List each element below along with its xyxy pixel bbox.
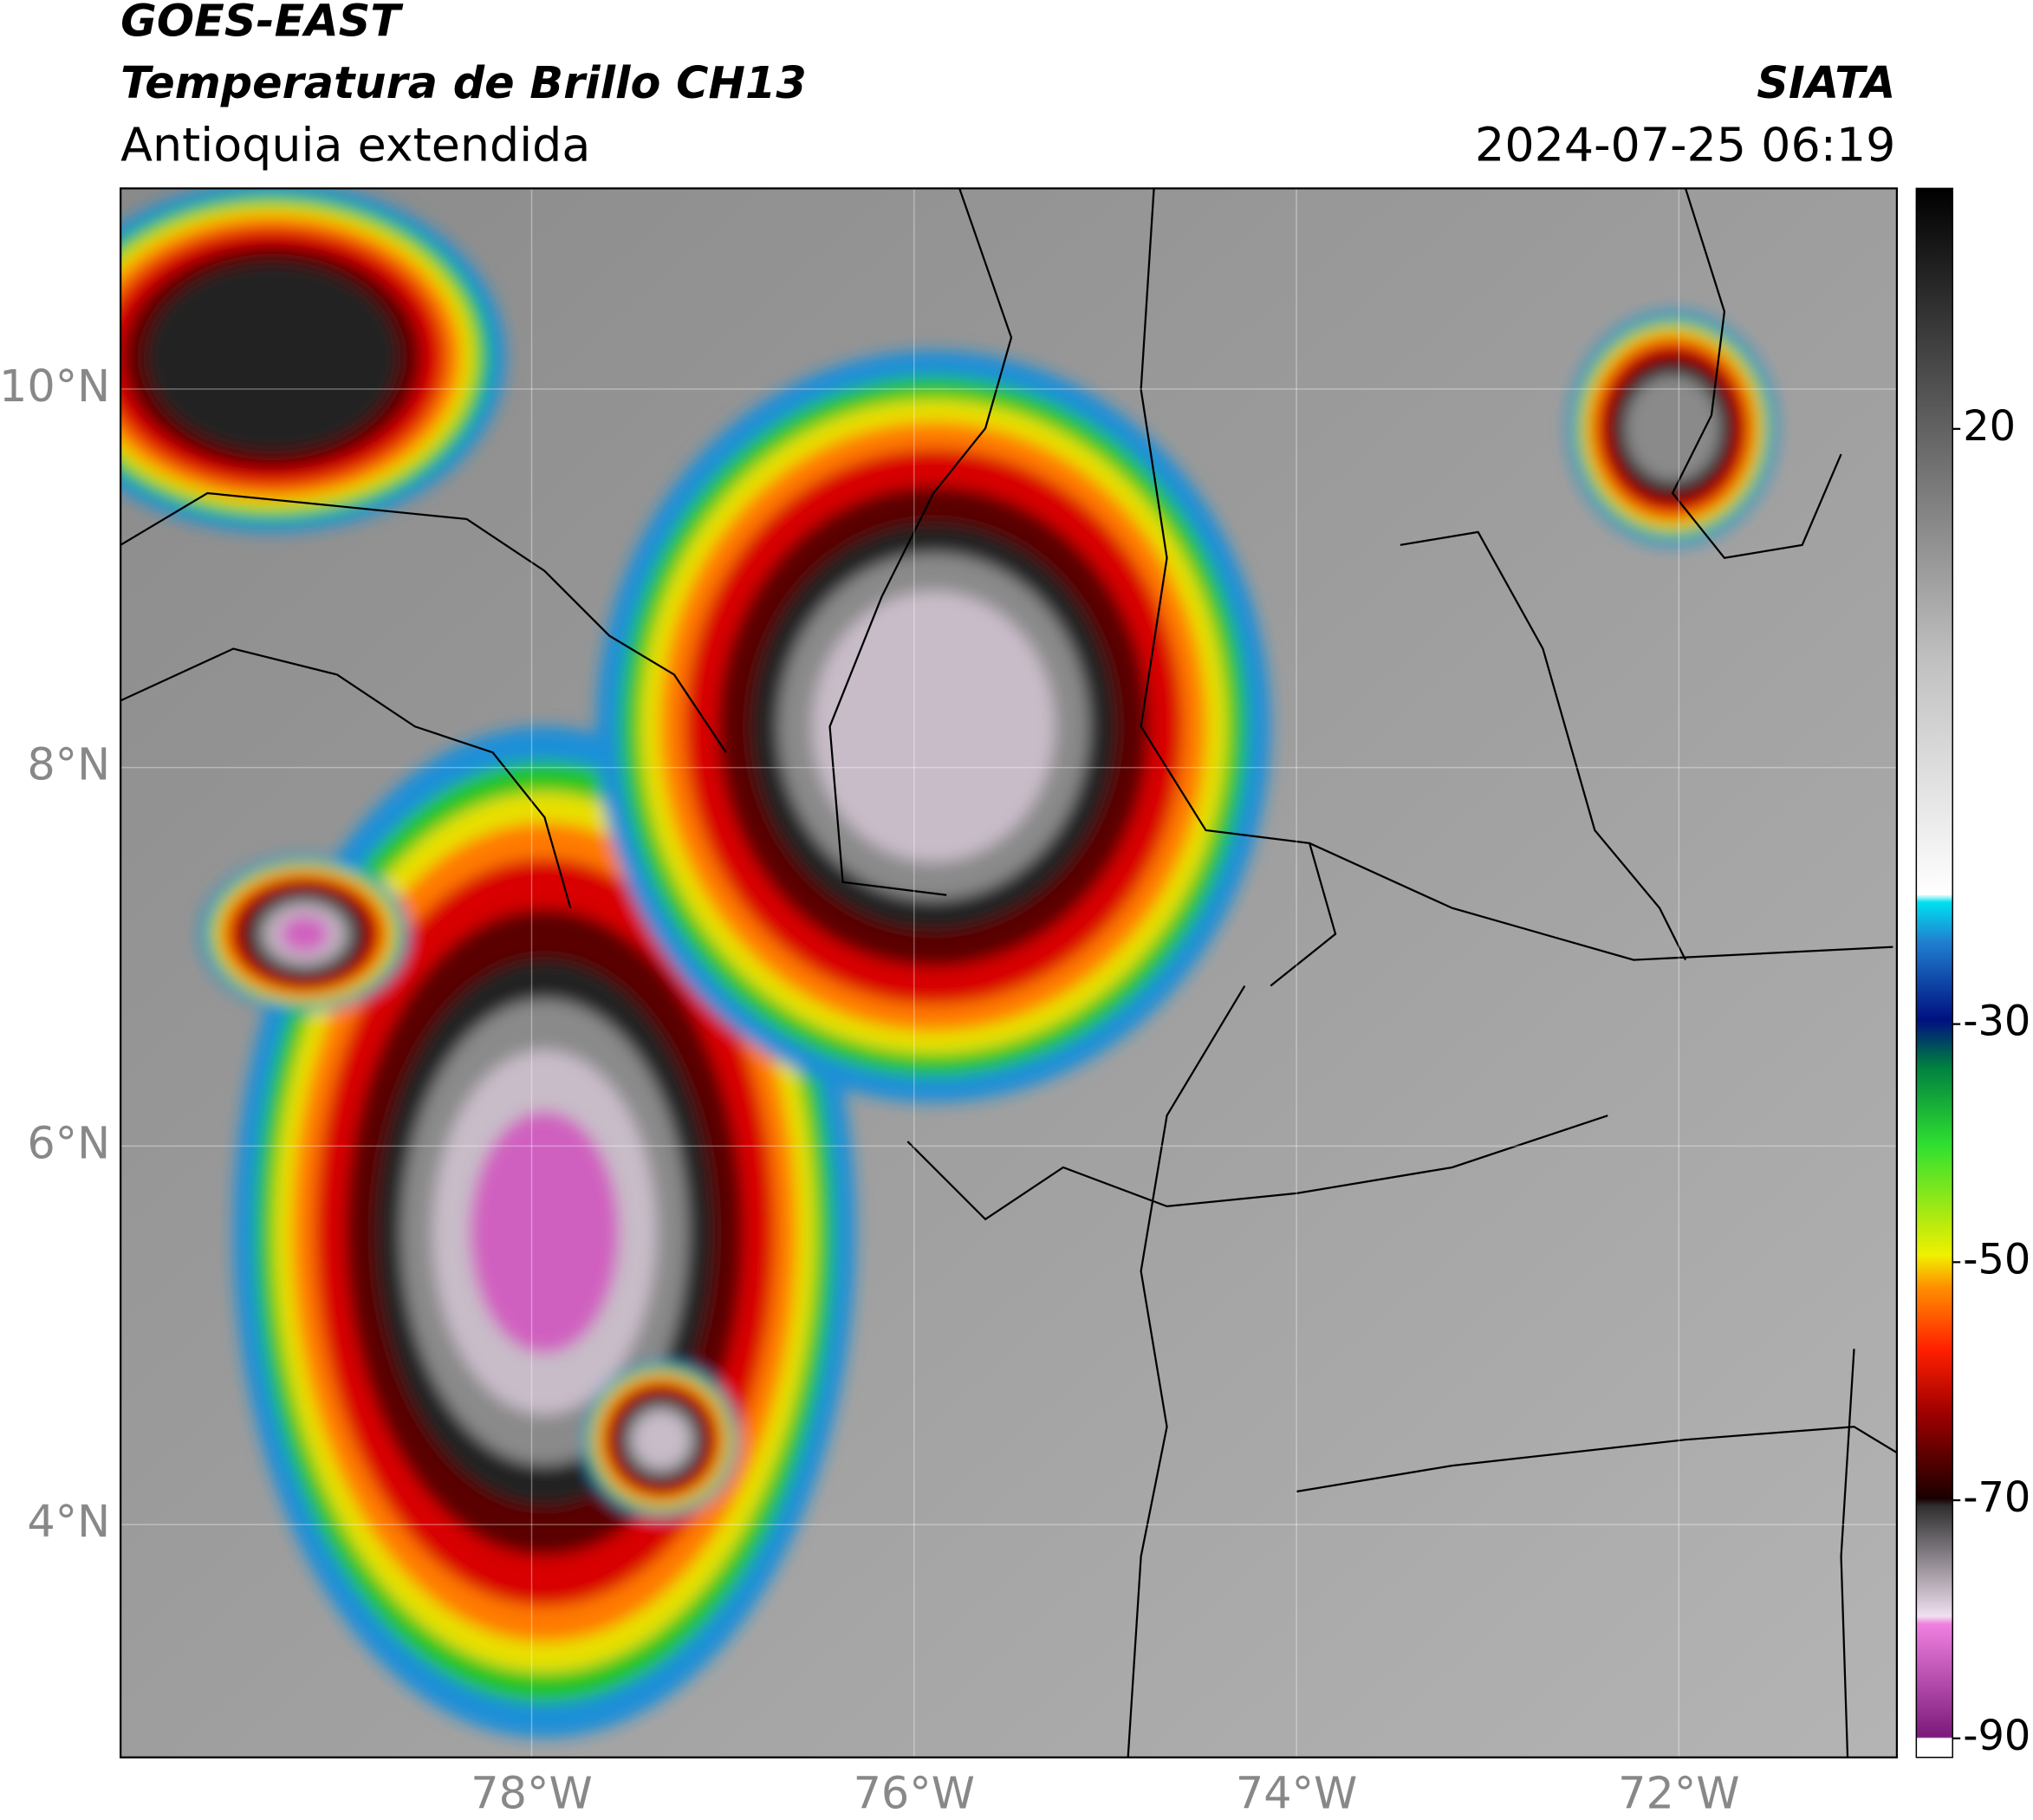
- map-frame: [120, 187, 1899, 1758]
- cloud-layer: [633, 1411, 690, 1468]
- y-tick-label: 6°N: [27, 1117, 110, 1168]
- y-tick-label: 4°N: [27, 1496, 110, 1547]
- region: Antioquia extendida: [120, 118, 590, 172]
- colorbar: [1915, 187, 1953, 1758]
- cloud-layer: [1625, 374, 1721, 483]
- y-tick-label: 10°N: [0, 361, 110, 412]
- source: SIATA: [1757, 57, 1895, 108]
- title: GOES-EAST: [120, 0, 404, 46]
- cloud-layer: [146, 262, 399, 452]
- subtitle: Temperatura de Brillo CH13: [120, 57, 807, 108]
- x-tick-label: 78°W: [471, 1768, 592, 1819]
- colorbar-tick-label: -90: [1963, 1713, 2030, 1760]
- x-tick-label: 74°W: [1236, 1768, 1357, 1819]
- colorbar-tick-label: -70: [1963, 1474, 2030, 1522]
- colorbar-tick-label: -30: [1963, 998, 2030, 1046]
- x-tick-label: 72°W: [1618, 1768, 1739, 1819]
- cloud-layer: [470, 1110, 620, 1354]
- colorbar-tick-label: -50: [1963, 1236, 2030, 1284]
- x-tick-label: 76°W: [854, 1768, 975, 1819]
- y-tick-label: 8°N: [27, 739, 110, 790]
- cloud-layer: [279, 915, 330, 953]
- cloud-layer: [812, 591, 1055, 862]
- colorbar-tick-label: 20: [1963, 403, 2016, 451]
- imagery: [120, 188, 1897, 1758]
- datetime: 2024-07-25 06:19: [1475, 118, 1895, 172]
